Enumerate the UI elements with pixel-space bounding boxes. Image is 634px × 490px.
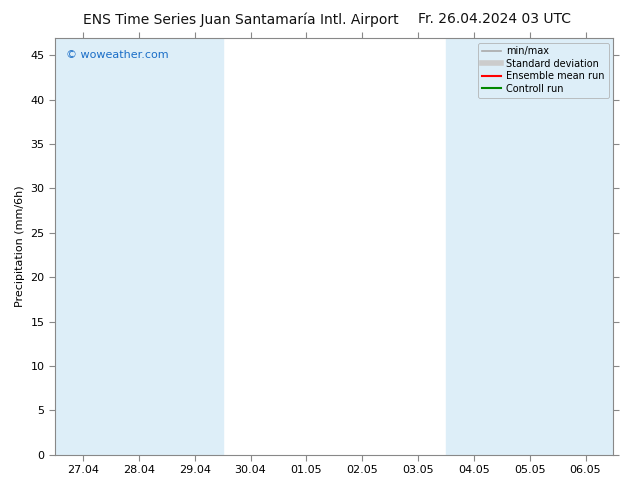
Text: Fr. 26.04.2024 03 UTC: Fr. 26.04.2024 03 UTC — [418, 12, 571, 26]
Bar — [558, 38, 614, 455]
Text: © woweather.com: © woweather.com — [67, 50, 169, 60]
Y-axis label: Precipitation (mm/6h): Precipitation (mm/6h) — [15, 185, 25, 307]
Text: ENS Time Series Juan Santamaría Intl. Airport: ENS Time Series Juan Santamaría Intl. Ai… — [83, 12, 399, 27]
Legend: min/max, Standard deviation, Ensemble mean run, Controll run: min/max, Standard deviation, Ensemble me… — [478, 43, 609, 98]
Bar — [111, 38, 223, 455]
Bar — [55, 38, 111, 455]
Bar — [446, 38, 558, 455]
